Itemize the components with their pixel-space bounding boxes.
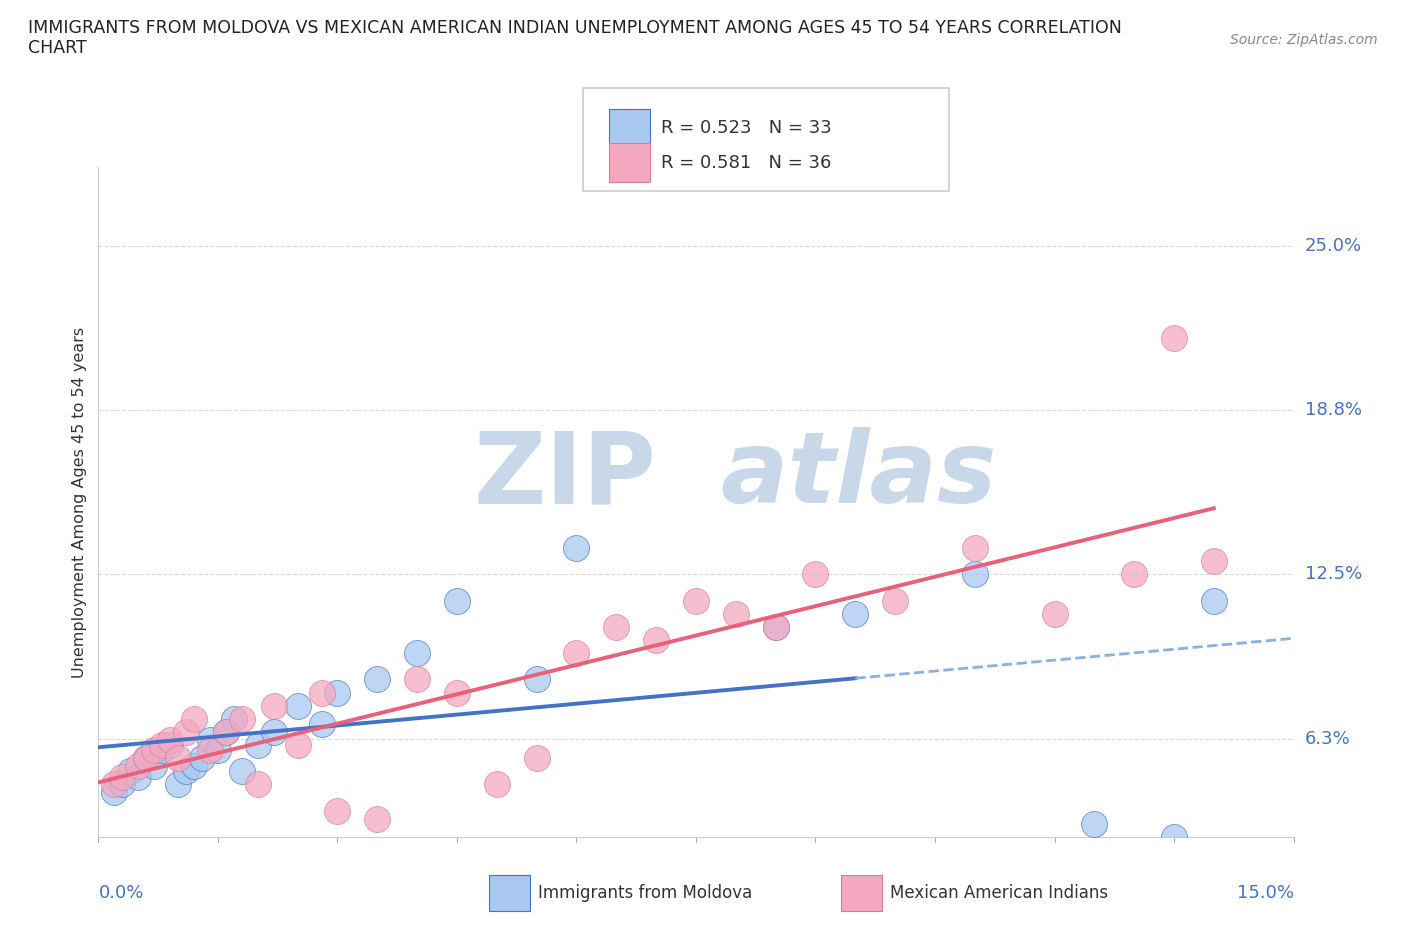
Point	[1083, 817, 1105, 831]
Point	[1163, 830, 1185, 844]
Point	[366, 672, 388, 687]
Y-axis label: Unemployment Among Ages 45 to 54 years: Unemployment Among Ages 45 to 54 years	[72, 326, 87, 678]
Point	[159, 737, 181, 752]
Point	[207, 743, 229, 758]
Point	[231, 711, 253, 726]
Text: R = 0.523   N = 33: R = 0.523 N = 33	[661, 119, 831, 138]
Point	[844, 606, 866, 621]
Point	[198, 743, 221, 758]
Text: 6.3%: 6.3%	[1305, 729, 1350, 748]
Point	[311, 685, 333, 700]
Point	[143, 759, 166, 774]
Point	[526, 751, 548, 765]
Point	[215, 724, 238, 739]
Point	[565, 540, 588, 555]
Point	[191, 751, 214, 765]
Point	[198, 733, 221, 748]
Point	[167, 777, 190, 792]
Point	[311, 717, 333, 732]
Point	[111, 777, 134, 792]
Point	[565, 645, 588, 660]
Point	[446, 593, 468, 608]
Point	[174, 724, 197, 739]
Point	[884, 593, 907, 608]
Text: ZIP: ZIP	[474, 428, 657, 525]
Point	[287, 698, 309, 713]
Point	[1123, 567, 1146, 582]
Point	[366, 811, 388, 826]
Point	[231, 764, 253, 778]
Point	[765, 619, 787, 634]
Point	[150, 737, 173, 752]
Point	[246, 777, 269, 792]
Point	[143, 743, 166, 758]
Point	[135, 751, 157, 765]
Point	[485, 777, 508, 792]
Point	[120, 764, 142, 778]
Point	[1202, 554, 1225, 569]
Point	[326, 685, 349, 700]
Point	[724, 606, 747, 621]
Point	[127, 769, 149, 784]
Point	[183, 759, 205, 774]
Point	[215, 724, 238, 739]
Point	[167, 751, 190, 765]
Point	[406, 645, 429, 660]
Text: R = 0.581   N = 36: R = 0.581 N = 36	[661, 153, 831, 172]
Text: Mexican American Indians: Mexican American Indians	[890, 884, 1108, 902]
Point	[963, 540, 986, 555]
Text: 25.0%: 25.0%	[1305, 237, 1362, 255]
Point	[804, 567, 827, 582]
Text: IMMIGRANTS FROM MOLDOVA VS MEXICAN AMERICAN INDIAN UNEMPLOYMENT AMONG AGES 45 TO: IMMIGRANTS FROM MOLDOVA VS MEXICAN AMERI…	[28, 19, 1122, 58]
Point	[222, 711, 245, 726]
Point	[103, 785, 125, 800]
Point	[159, 733, 181, 748]
Point	[446, 685, 468, 700]
Point	[326, 804, 349, 818]
Point	[111, 769, 134, 784]
Text: 0.0%: 0.0%	[98, 884, 143, 902]
Point	[150, 743, 173, 758]
Point	[963, 567, 986, 582]
Point	[605, 619, 627, 634]
Point	[1043, 606, 1066, 621]
Text: Source: ZipAtlas.com: Source: ZipAtlas.com	[1230, 33, 1378, 46]
Point	[263, 698, 285, 713]
Point	[1202, 593, 1225, 608]
Point	[135, 751, 157, 765]
Text: Immigrants from Moldova: Immigrants from Moldova	[538, 884, 752, 902]
Point	[406, 672, 429, 687]
Text: 15.0%: 15.0%	[1236, 884, 1294, 902]
Point	[246, 737, 269, 752]
Point	[685, 593, 707, 608]
Point	[1163, 331, 1185, 346]
Point	[174, 764, 197, 778]
Point	[263, 724, 285, 739]
Text: atlas: atlas	[720, 428, 997, 525]
Point	[287, 737, 309, 752]
Point	[103, 777, 125, 792]
Point	[645, 632, 668, 647]
Text: 12.5%: 12.5%	[1305, 565, 1362, 583]
Point	[127, 759, 149, 774]
Point	[526, 672, 548, 687]
Text: 18.8%: 18.8%	[1305, 401, 1361, 419]
Point	[765, 619, 787, 634]
Point	[183, 711, 205, 726]
